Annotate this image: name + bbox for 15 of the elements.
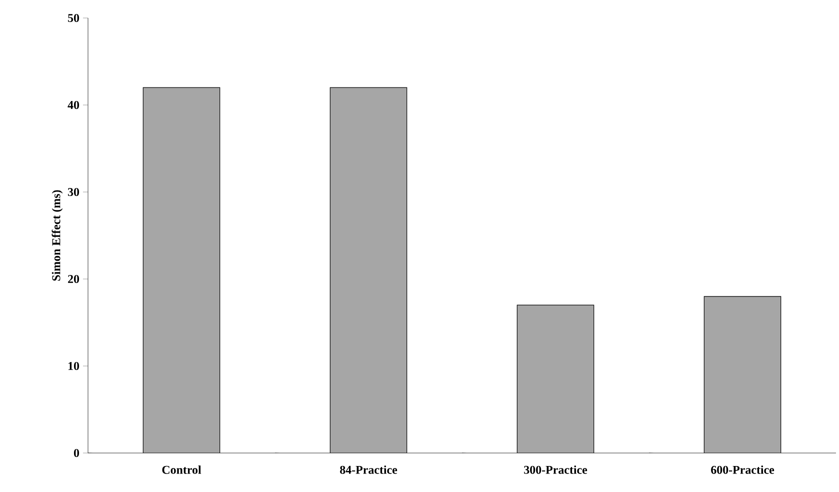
y-tick-label: 40 (68, 100, 80, 110)
y-tick-label: 10 (68, 362, 80, 370)
y-axis-title: Simon Effect (ms) (52, 190, 63, 281)
bar (143, 88, 220, 453)
y-tick-label: 0 (74, 448, 80, 458)
bar (704, 296, 782, 453)
bar (330, 88, 407, 453)
y-tick-label: 50 (68, 14, 80, 22)
x-tick-label: 300-Practice (524, 465, 588, 474)
x-tick-label: 84-Practice (340, 465, 398, 474)
bar (517, 305, 594, 453)
y-tick-label: 20 (68, 274, 80, 284)
x-tick-label: Control (162, 465, 202, 474)
x-tick-label: 600-Practice (711, 465, 774, 474)
y-tick-label: 30 (68, 188, 80, 196)
